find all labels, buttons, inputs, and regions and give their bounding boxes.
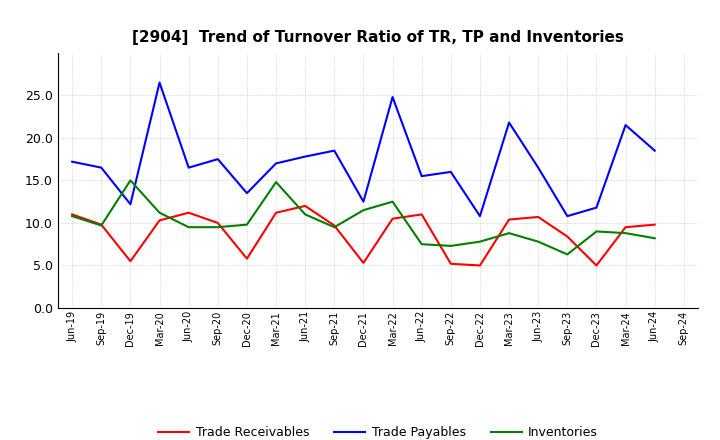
- Trade Payables: [184, 165, 193, 170]
- Inventories: [126, 178, 135, 183]
- Trade Payables: [418, 173, 426, 179]
- Trade Receivables: [592, 263, 600, 268]
- Inventories: [563, 252, 572, 257]
- Trade Receivables: [184, 210, 193, 215]
- Trade Payables: [243, 191, 251, 196]
- Trade Payables: [388, 95, 397, 100]
- Inventories: [388, 199, 397, 204]
- Inventories: [621, 231, 630, 236]
- Trade Receivables: [650, 222, 659, 227]
- Trade Payables: [476, 213, 485, 219]
- Trade Payables: [271, 161, 280, 166]
- Inventories: [534, 239, 543, 244]
- Trade Receivables: [388, 216, 397, 221]
- Trade Payables: [213, 157, 222, 162]
- Trade Receivables: [330, 223, 338, 228]
- Trade Receivables: [621, 224, 630, 230]
- Trade Receivables: [418, 212, 426, 217]
- Trade Payables: [650, 148, 659, 153]
- Trade Payables: [505, 120, 513, 125]
- Inventories: [418, 242, 426, 247]
- Inventories: [213, 224, 222, 230]
- Trade Payables: [534, 165, 543, 170]
- Inventories: [592, 229, 600, 234]
- Title: [2904]  Trend of Turnover Ratio of TR, TP and Inventories: [2904] Trend of Turnover Ratio of TR, TP…: [132, 29, 624, 45]
- Inventories: [243, 222, 251, 227]
- Trade Receivables: [301, 203, 310, 209]
- Inventories: [68, 213, 76, 219]
- Trade Receivables: [126, 259, 135, 264]
- Inventories: [330, 224, 338, 230]
- Trade Receivables: [359, 260, 368, 266]
- Inventories: [271, 180, 280, 185]
- Legend: Trade Receivables, Trade Payables, Inventories: Trade Receivables, Trade Payables, Inven…: [153, 422, 603, 440]
- Trade Receivables: [97, 222, 106, 227]
- Inventories: [184, 224, 193, 230]
- Trade Payables: [592, 205, 600, 210]
- Trade Payables: [68, 159, 76, 164]
- Trade Receivables: [156, 218, 164, 223]
- Inventories: [97, 223, 106, 228]
- Trade Receivables: [243, 256, 251, 261]
- Inventories: [446, 243, 455, 249]
- Trade Receivables: [563, 234, 572, 239]
- Inventories: [476, 239, 485, 244]
- Inventories: [505, 231, 513, 236]
- Trade Receivables: [446, 261, 455, 266]
- Line: Trade Payables: Trade Payables: [72, 83, 654, 216]
- Inventories: [156, 210, 164, 215]
- Trade Payables: [330, 148, 338, 153]
- Trade Payables: [97, 165, 106, 170]
- Trade Receivables: [68, 212, 76, 217]
- Trade Payables: [301, 154, 310, 159]
- Trade Receivables: [213, 220, 222, 226]
- Line: Trade Receivables: Trade Receivables: [72, 206, 654, 265]
- Trade Payables: [621, 122, 630, 128]
- Trade Receivables: [505, 217, 513, 222]
- Inventories: [650, 235, 659, 241]
- Inventories: [359, 208, 368, 213]
- Line: Inventories: Inventories: [72, 180, 654, 254]
- Trade Payables: [126, 202, 135, 207]
- Trade Receivables: [476, 263, 485, 268]
- Trade Receivables: [271, 210, 280, 215]
- Trade Payables: [359, 199, 368, 204]
- Inventories: [301, 212, 310, 217]
- Trade Payables: [446, 169, 455, 175]
- Trade Payables: [563, 213, 572, 219]
- Trade Payables: [156, 80, 164, 85]
- Trade Receivables: [534, 214, 543, 220]
